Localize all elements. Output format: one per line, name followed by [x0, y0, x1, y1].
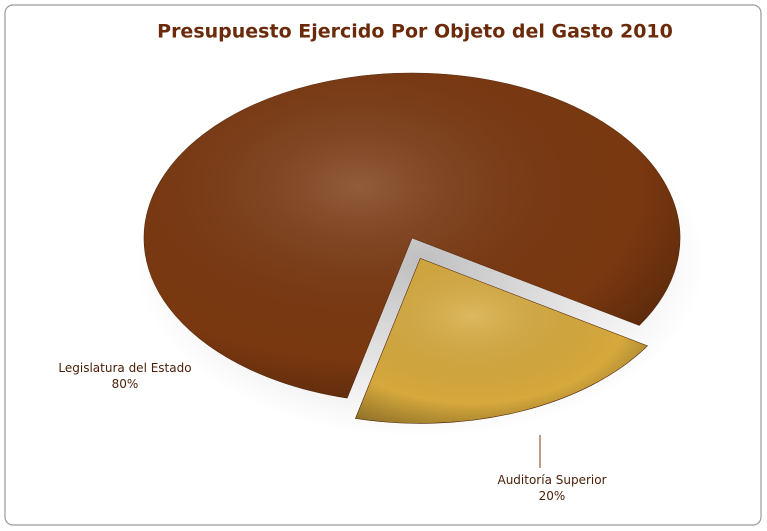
pie [143, 72, 681, 424]
category-label: Auditoría Superior [497, 473, 606, 487]
data-label: Legislatura del Estado 80% [58, 361, 191, 391]
slice-shade [144, 72, 681, 399]
value-label: 20% [539, 489, 566, 503]
category-label: Legislatura del Estado [58, 361, 191, 375]
chart-title: Presupuesto Ejercido Por Objeto del Gast… [157, 21, 673, 43]
data-label: Auditoría Superior 20% [497, 473, 606, 503]
labels: Legislatura del Estado 80% Auditoría Super… [58, 361, 606, 503]
value-label: 80% [112, 377, 139, 391]
slice-shade [355, 258, 648, 424]
